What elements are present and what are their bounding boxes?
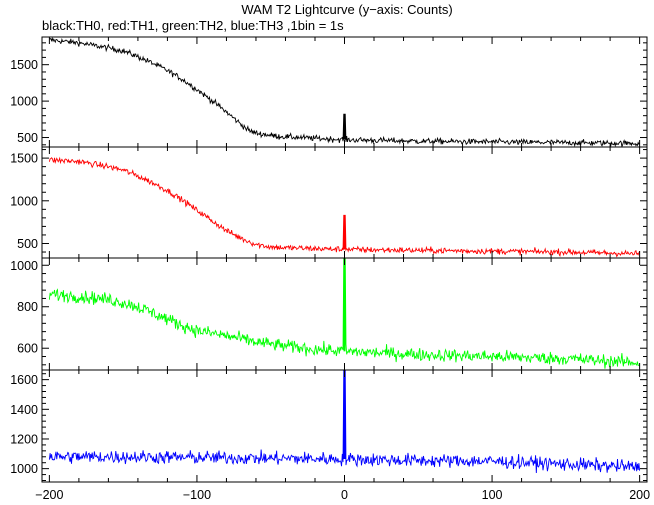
y-tick-label: 1000 xyxy=(10,462,38,476)
x-tick-label: 0 xyxy=(341,488,348,502)
x-tick-label: 200 xyxy=(629,488,650,502)
chart-subtitle: black:TH0, red:TH1, green:TH2, blue:TH3 … xyxy=(42,18,344,33)
y-tick-label: 1000 xyxy=(10,95,38,109)
y-tick-label: 1600 xyxy=(10,373,38,387)
y-tick-label: 600 xyxy=(17,342,38,356)
y-tick-label: 1200 xyxy=(10,432,38,446)
chart-title: WAM T2 Lightcurve (y−axis: Counts) xyxy=(241,2,452,17)
y-tick-label: 1400 xyxy=(10,403,38,417)
y-tick-label: 1500 xyxy=(10,58,38,72)
panel-th2: 600 800 1000 xyxy=(10,257,648,371)
panel-th1: 500 1000 1500 xyxy=(10,146,648,259)
y-tick-label: 500 xyxy=(17,131,38,145)
x-axis: −200 −100 0 100 200 xyxy=(35,488,650,502)
x-tick-label: −200 xyxy=(35,488,63,502)
y-tick-label: 1000 xyxy=(10,194,38,208)
x-tick-label: 100 xyxy=(482,488,503,502)
panels: 500 1000 1500 500 1000 1500 600 800 1000 1000 1200… xyxy=(10,36,648,483)
y-tick-label: 1500 xyxy=(10,152,38,166)
panel-th3: 1000 1200 1400 1600 xyxy=(10,369,648,483)
y-tick-label: 500 xyxy=(17,237,38,251)
panel-th0: 500 1000 1500 xyxy=(10,36,648,148)
y-tick-label: 1000 xyxy=(10,259,38,273)
x-tick-label: −100 xyxy=(183,488,211,502)
series-line-th2 xyxy=(48,258,640,369)
y-tick-label: 800 xyxy=(17,300,38,314)
